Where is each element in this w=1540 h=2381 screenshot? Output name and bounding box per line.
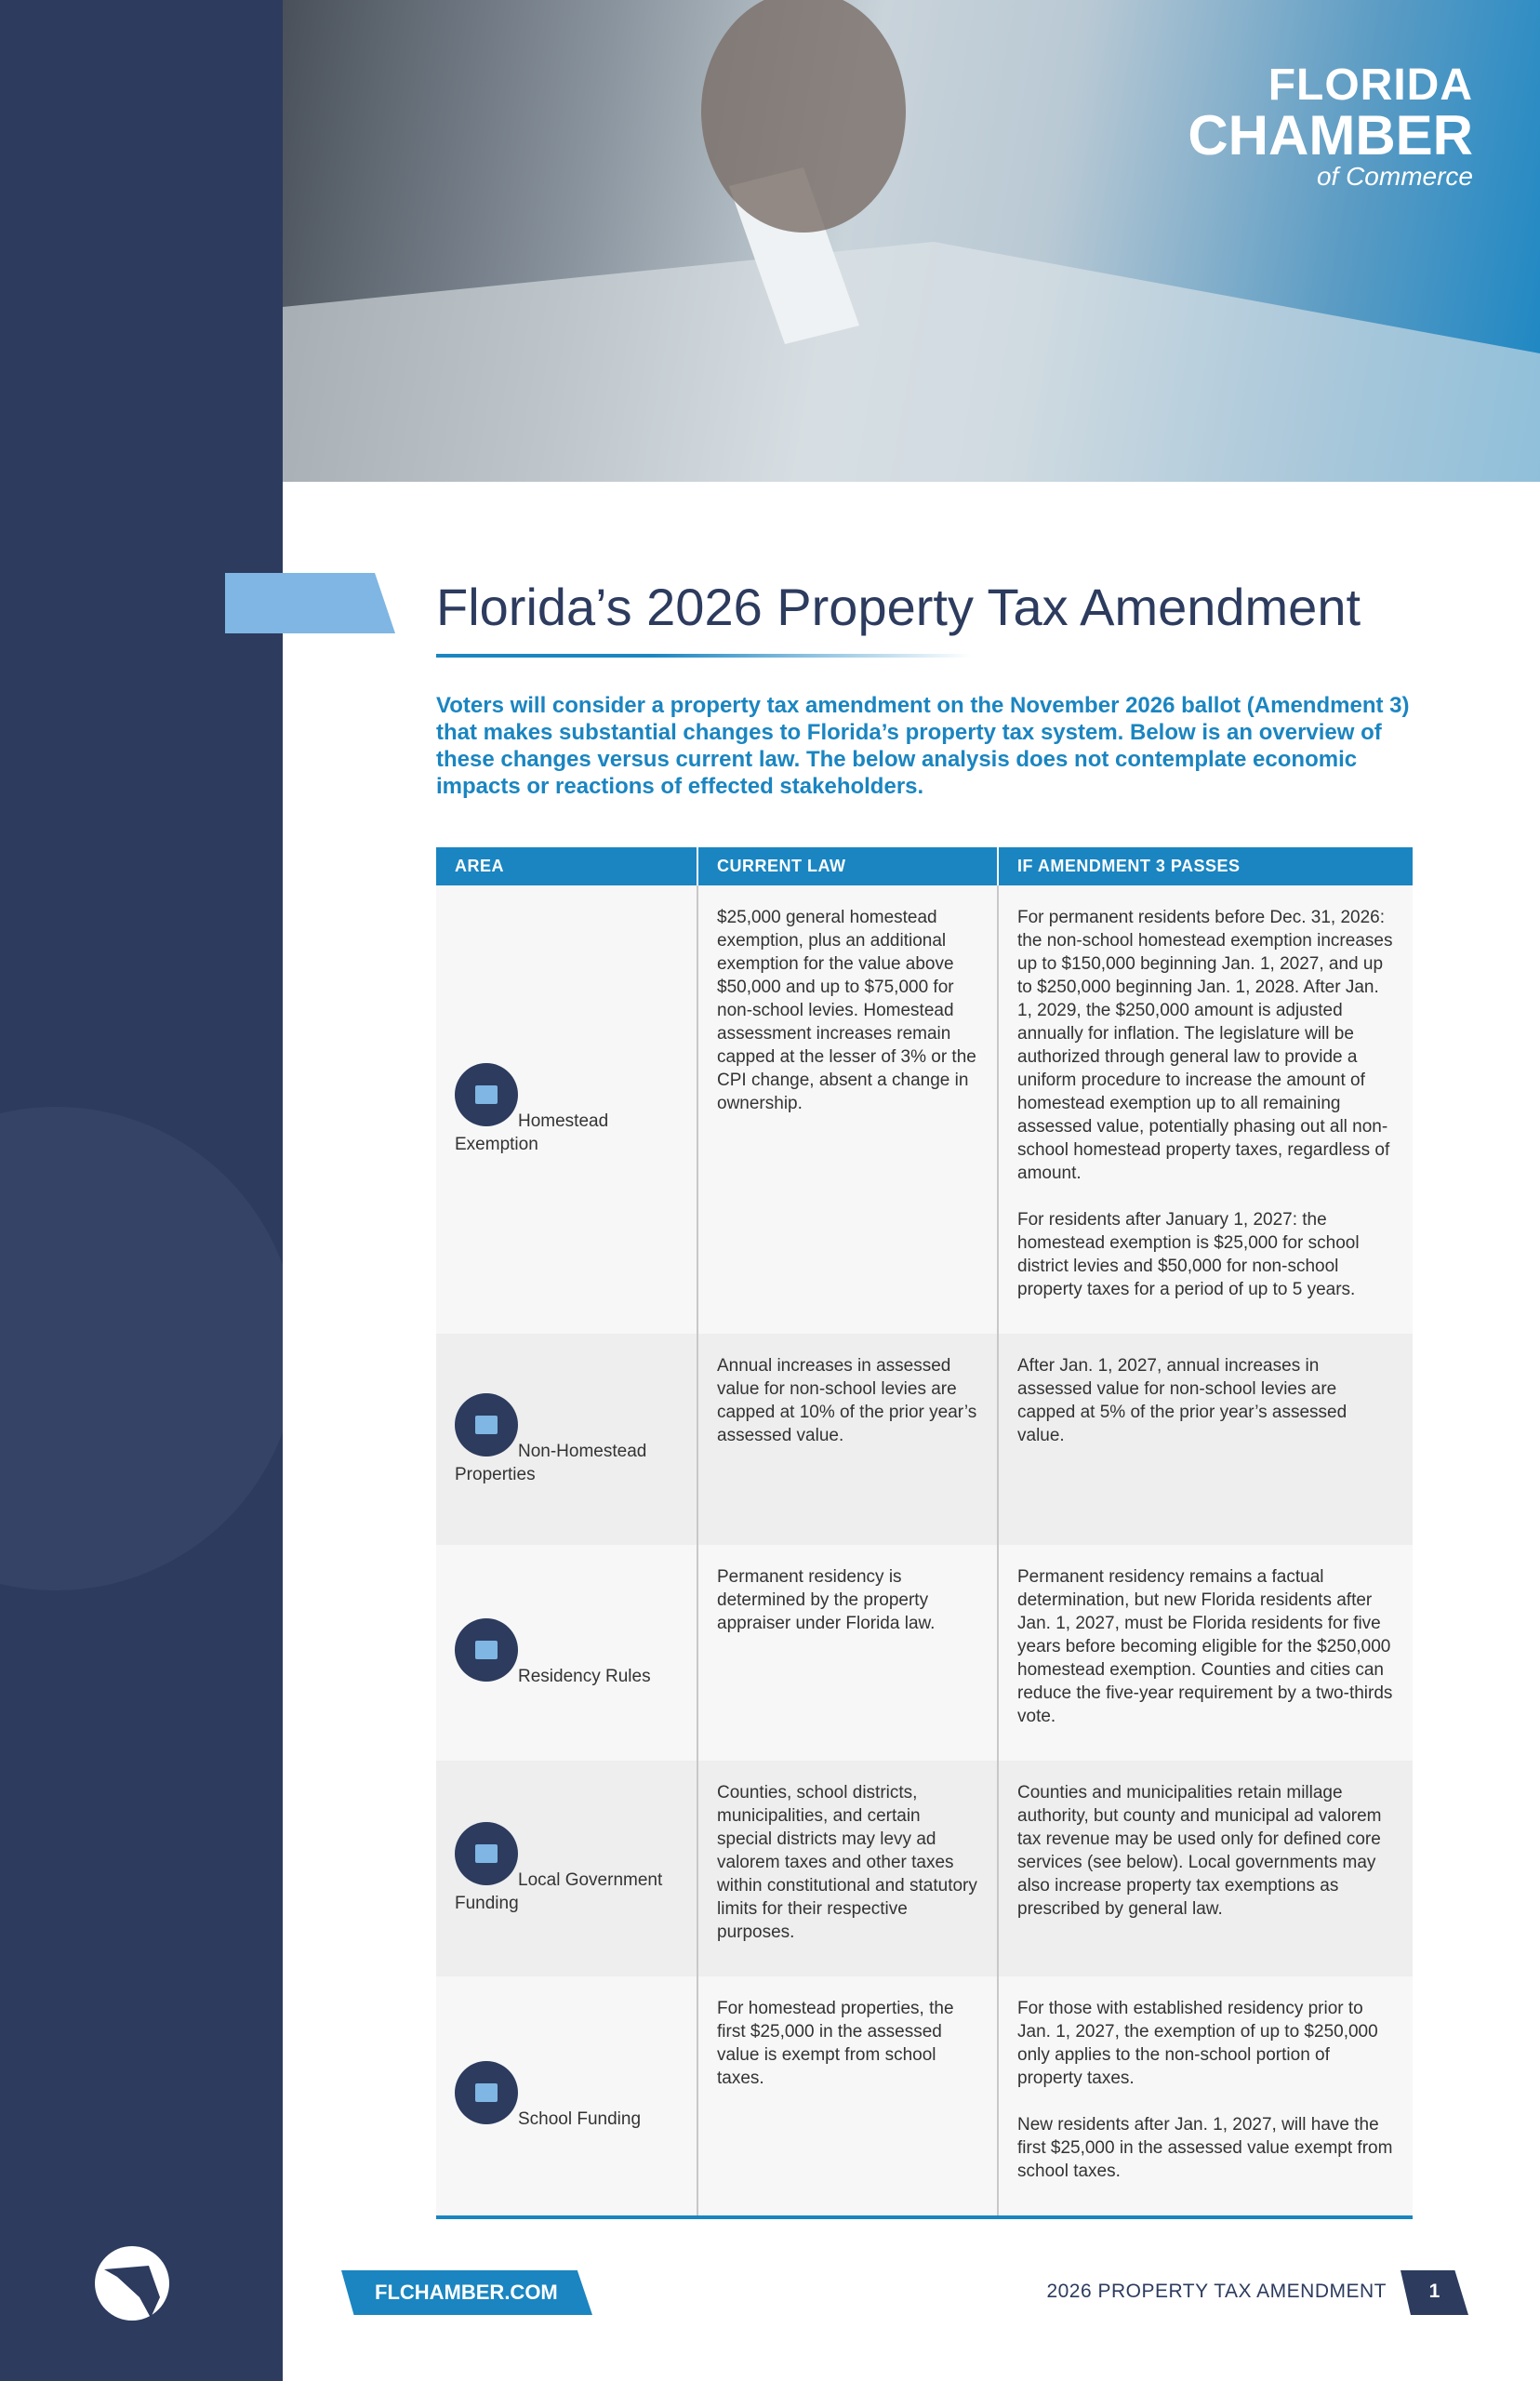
area: Residency Rules — [455, 1617, 687, 1688]
column-header: IF AMENDMENT 3 PASSES — [997, 847, 1413, 885]
row-icon — [455, 1617, 518, 1682]
current-cell: $25,000 general homestead exemption, plu… — [697, 885, 998, 1334]
table-row: Residency Rules Permanent residency is de… — [436, 1545, 1413, 1761]
page-number: 1 — [1401, 2270, 1468, 2315]
current-cell: For homestead properties, the first $25,… — [697, 1976, 998, 2217]
area: School Funding — [455, 2061, 687, 2131]
column-header: CURRENT LAW — [697, 847, 998, 885]
sidebar — [0, 0, 283, 2381]
logo-text: FLORIDA — [1268, 60, 1473, 110]
intro: Voters will consider a property tax amen… — [436, 693, 1410, 799]
sidebar-art — [0, 1107, 283, 2321]
cell-text: For residents after January 1, 2027: the… — [1017, 1210, 1360, 1299]
header-row: AREA CURRENT LAW IF AMENDMENT 3 PASSES — [436, 847, 1413, 885]
area-cell: Homestead Exemption — [436, 885, 697, 1334]
table-row: Local Government Funding Counties, school… — [436, 1761, 1413, 1976]
logo: FLORIDA CHAMBER of Commerce — [1188, 63, 1473, 190]
current-cell: Annual increases in assessed value for n… — [697, 1334, 998, 1545]
logo-text: of Commerce — [1316, 162, 1473, 191]
row-icon — [455, 1063, 518, 1126]
amendment-cell: After Jan. 1, 2027, annual increases in … — [997, 1334, 1413, 1545]
area-label: Local Government Funding — [455, 1870, 663, 1913]
area-label: School Funding — [518, 2109, 642, 2129]
area: Homestead Exemption — [455, 1063, 687, 1156]
area: Local Government Funding — [455, 1822, 687, 1915]
website[interactable]: FLCHAMBER.COM — [341, 2270, 592, 2315]
area: Non-Homestead Properties — [455, 1392, 687, 1486]
table-row: Homestead Exemption $25,000 general homes… — [436, 885, 1413, 1334]
amendment-cell: For permanent residents before Dec. 31, … — [997, 885, 1413, 1334]
cell-text: Annual increases in assessed value for n… — [717, 1356, 977, 1445]
header-photo — [283, 0, 1540, 482]
area-label: Homestead Exemption — [455, 1111, 609, 1154]
table-row: School Funding For homestead properties, … — [436, 1976, 1413, 2217]
title-underline — [436, 654, 972, 658]
area-cell: Residency Rules — [436, 1545, 697, 1761]
accent-tab — [225, 573, 395, 633]
current-cell: Permanent residency is determined by the… — [697, 1545, 998, 1761]
amendment-cell: Permanent residency remains a factual de… — [997, 1545, 1413, 1761]
comparison-table: AREA CURRENT LAW IF AMENDMENT 3 PASSES H… — [436, 847, 1413, 2219]
area-cell: Non-Homestead Properties — [436, 1334, 697, 1545]
amendment-cell: Counties and municipalities retain milla… — [997, 1761, 1413, 1976]
area-label: Non-Homestead Properties — [455, 1441, 647, 1484]
column-header: AREA — [436, 847, 697, 885]
row-icon — [455, 1822, 518, 1885]
cell-text: After Jan. 1, 2027, annual increases in … — [1017, 1356, 1348, 1445]
logo-text: CHAMBER — [1188, 104, 1473, 166]
cell-text: Counties, school districts, municipaliti… — [717, 1783, 977, 1942]
area-cell: Local Government Funding — [436, 1761, 697, 1976]
amendment-cell: For those with established residency pri… — [997, 1976, 1413, 2217]
cell-text: For homestead properties, the first $25,… — [717, 1999, 954, 2088]
current-cell: Counties, school districts, municipaliti… — [697, 1761, 998, 1976]
table-row: Non-Homestead Properties Annual increases… — [436, 1334, 1413, 1545]
cell-text: For those with established residency pri… — [1017, 1999, 1378, 2088]
area-label: Residency Rules — [518, 1666, 651, 1686]
cell-text: Permanent residency remains a factual de… — [1017, 1567, 1393, 1726]
cell-text: For permanent residents before Dec. 31, … — [1017, 908, 1393, 1183]
cell-text: Counties and municipalities retain milla… — [1017, 1783, 1382, 1919]
cell-text: $25,000 general homestead exemption, plu… — [717, 908, 976, 1113]
title: Florida’s 2026 Property Tax Amendment — [436, 578, 1361, 636]
row-icon — [455, 1392, 518, 1457]
cell-text: Permanent residency is determined by the… — [717, 1567, 936, 1633]
row-icon — [455, 2061, 518, 2124]
cell-text: New residents after Jan. 1, 2027, will h… — [1017, 2115, 1393, 2181]
photo-art — [283, 0, 1540, 482]
area-cell: School Funding — [436, 1976, 697, 2217]
footer-label: 2026 PROPERTY TAX AMENDMENT — [1046, 2281, 1387, 2302]
